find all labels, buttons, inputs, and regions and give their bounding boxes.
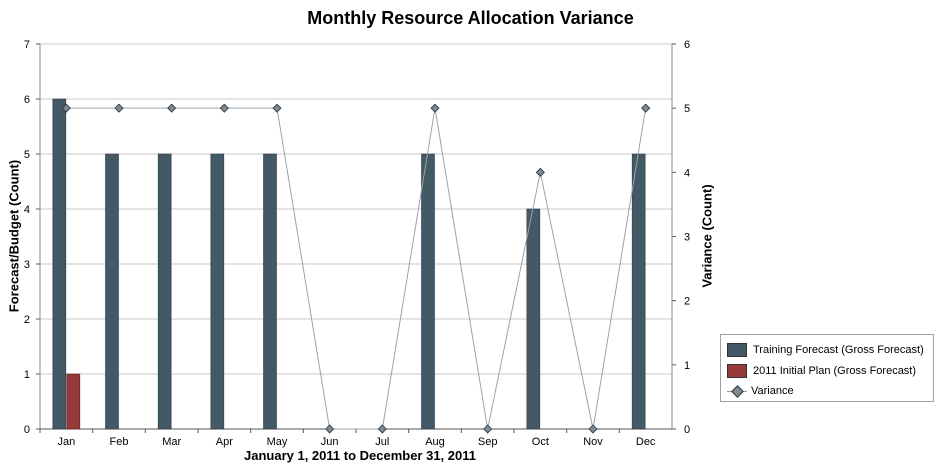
legend-item-training-forecast: Training Forecast (Gross Forecast) [727, 343, 924, 357]
chart-title: Monthly Resource Allocation Variance [307, 8, 634, 28]
variance-point [272, 103, 282, 113]
x-tick-label: Nov [583, 436, 603, 448]
legend-swatch [727, 343, 747, 357]
y-tick-label: 5 [24, 149, 30, 161]
x-tick-label: Apr [216, 436, 233, 448]
bar-training-forecast [105, 153, 119, 430]
x-tick-label: Jan [57, 436, 75, 448]
bar-training-forecast [210, 153, 225, 430]
variance-point [483, 424, 493, 434]
variance-point [219, 103, 229, 113]
y2-tick-label: 6 [684, 39, 690, 51]
x-tick-label: Aug [425, 436, 445, 448]
y-tick-label: 6 [24, 94, 30, 106]
y-tick-label: 2 [24, 314, 30, 326]
y-tick-label: 0 [24, 424, 30, 436]
bar-training-forecast [52, 98, 67, 430]
y-tick-label: 7 [24, 39, 30, 51]
y2-tick-label: 0 [684, 424, 690, 436]
bar-training-forecast [631, 153, 646, 430]
y2-tick-label: 2 [684, 296, 690, 308]
legend-label: Training Forecast (Gross Forecast) [753, 343, 924, 356]
variance-point [430, 103, 440, 113]
x-tick-label: Sep [478, 436, 498, 448]
legend-line-marker [727, 385, 747, 397]
bar-initial-plan [66, 373, 81, 430]
y2-tick-label: 1 [684, 360, 690, 372]
x-tick-label: May [267, 436, 288, 448]
variance-point [377, 424, 387, 434]
y2-tick-label: 5 [684, 103, 690, 115]
legend-label: 2011 Initial Plan (Gross Forecast) [753, 364, 917, 377]
legend: Training Forecast (Gross Forecast) 2011 … [720, 334, 934, 402]
legend-swatch [727, 364, 747, 378]
y-tick-label: 3 [24, 259, 30, 271]
x-tick-label: Mar [162, 436, 181, 448]
variance-point [325, 424, 335, 434]
x-axis-label: January 1, 2011 to December 31, 2011 [244, 448, 476, 463]
legend-label: Variance [751, 385, 794, 397]
x-tick-label: Oct [532, 436, 549, 448]
y-tick-label: 4 [24, 204, 30, 216]
legend-item-initial-plan: 2011 Initial Plan (Gross Forecast) [727, 364, 916, 378]
variance-line [66, 107, 647, 430]
bar-training-forecast [421, 153, 435, 430]
bar-training-forecast [526, 208, 541, 430]
x-tick-label: Jun [321, 436, 339, 448]
variance-point [167, 103, 177, 113]
x-tick-label: Jul [375, 436, 389, 448]
legend-item-variance: Variance [727, 385, 794, 397]
y2-tick-label: 3 [684, 232, 690, 244]
y2-axis-label: Variance (Count) [699, 184, 715, 288]
variance-point [588, 424, 598, 434]
y-axis-label: Forecast/Budget (Count) [6, 159, 22, 313]
bar-training-forecast [157, 153, 172, 430]
variance-point [61, 103, 71, 113]
variance-point [641, 103, 651, 113]
variance-point [114, 103, 124, 113]
bar-training-forecast [263, 153, 277, 430]
variance-point [535, 167, 545, 177]
y2-tick-label: 4 [684, 167, 690, 179]
x-tick-label: Feb [110, 436, 129, 448]
y-tick-label: 1 [24, 369, 30, 381]
x-tick-label: Dec [636, 436, 656, 448]
